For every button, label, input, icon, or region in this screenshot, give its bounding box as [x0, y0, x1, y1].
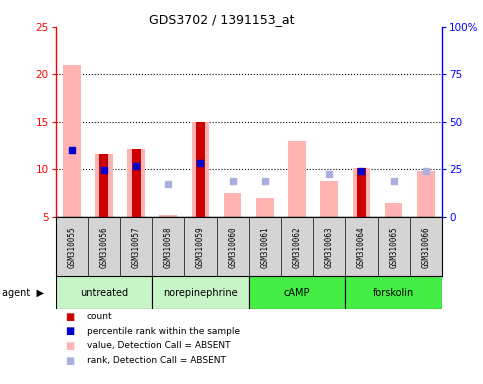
Text: GSM310064: GSM310064 [357, 226, 366, 268]
Bar [288, 141, 306, 217]
Text: norepinephrine: norepinephrine [163, 288, 238, 298]
Text: GSM310057: GSM310057 [131, 226, 141, 268]
Text: percentile rank within the sample: percentile rank within the sample [87, 327, 240, 336]
Bar [192, 122, 209, 217]
Bar [417, 171, 435, 217]
Bar [320, 181, 338, 217]
Text: ■: ■ [65, 326, 74, 336]
Text: GSM310061: GSM310061 [260, 226, 270, 268]
Bar [56, 276, 152, 309]
Bar [224, 193, 242, 217]
Bar [345, 276, 442, 309]
Text: GSM310063: GSM310063 [325, 226, 334, 268]
Bar [131, 149, 141, 217]
Text: agent  ▶: agent ▶ [2, 288, 44, 298]
Text: rank, Detection Call = ABSENT: rank, Detection Call = ABSENT [87, 356, 226, 365]
Text: GSM310055: GSM310055 [67, 226, 76, 268]
Bar [385, 203, 402, 217]
Text: GDS3702 / 1391153_at: GDS3702 / 1391153_at [149, 13, 295, 26]
Text: GSM310065: GSM310065 [389, 226, 398, 268]
Bar [256, 198, 274, 217]
Text: untreated: untreated [80, 288, 128, 298]
Text: cAMP: cAMP [284, 288, 310, 298]
Text: GSM310066: GSM310066 [421, 226, 430, 268]
Bar [63, 65, 81, 217]
Bar [196, 122, 205, 217]
Bar [353, 169, 370, 217]
Bar [159, 215, 177, 217]
Text: GSM310062: GSM310062 [293, 226, 301, 268]
Bar [99, 154, 108, 217]
Text: ■: ■ [65, 356, 74, 366]
Text: ■: ■ [65, 312, 74, 322]
Text: value, Detection Call = ABSENT: value, Detection Call = ABSENT [87, 341, 230, 351]
Bar [249, 276, 345, 309]
Text: GSM310060: GSM310060 [228, 226, 237, 268]
Text: GSM310056: GSM310056 [99, 226, 108, 268]
Text: GSM310058: GSM310058 [164, 226, 173, 268]
Bar [95, 154, 113, 217]
Text: forskolin: forskolin [373, 288, 414, 298]
Bar [152, 276, 249, 309]
Bar [357, 169, 366, 217]
Text: count: count [87, 312, 113, 321]
Text: ■: ■ [65, 341, 74, 351]
Bar [127, 149, 145, 217]
Text: GSM310059: GSM310059 [196, 226, 205, 268]
